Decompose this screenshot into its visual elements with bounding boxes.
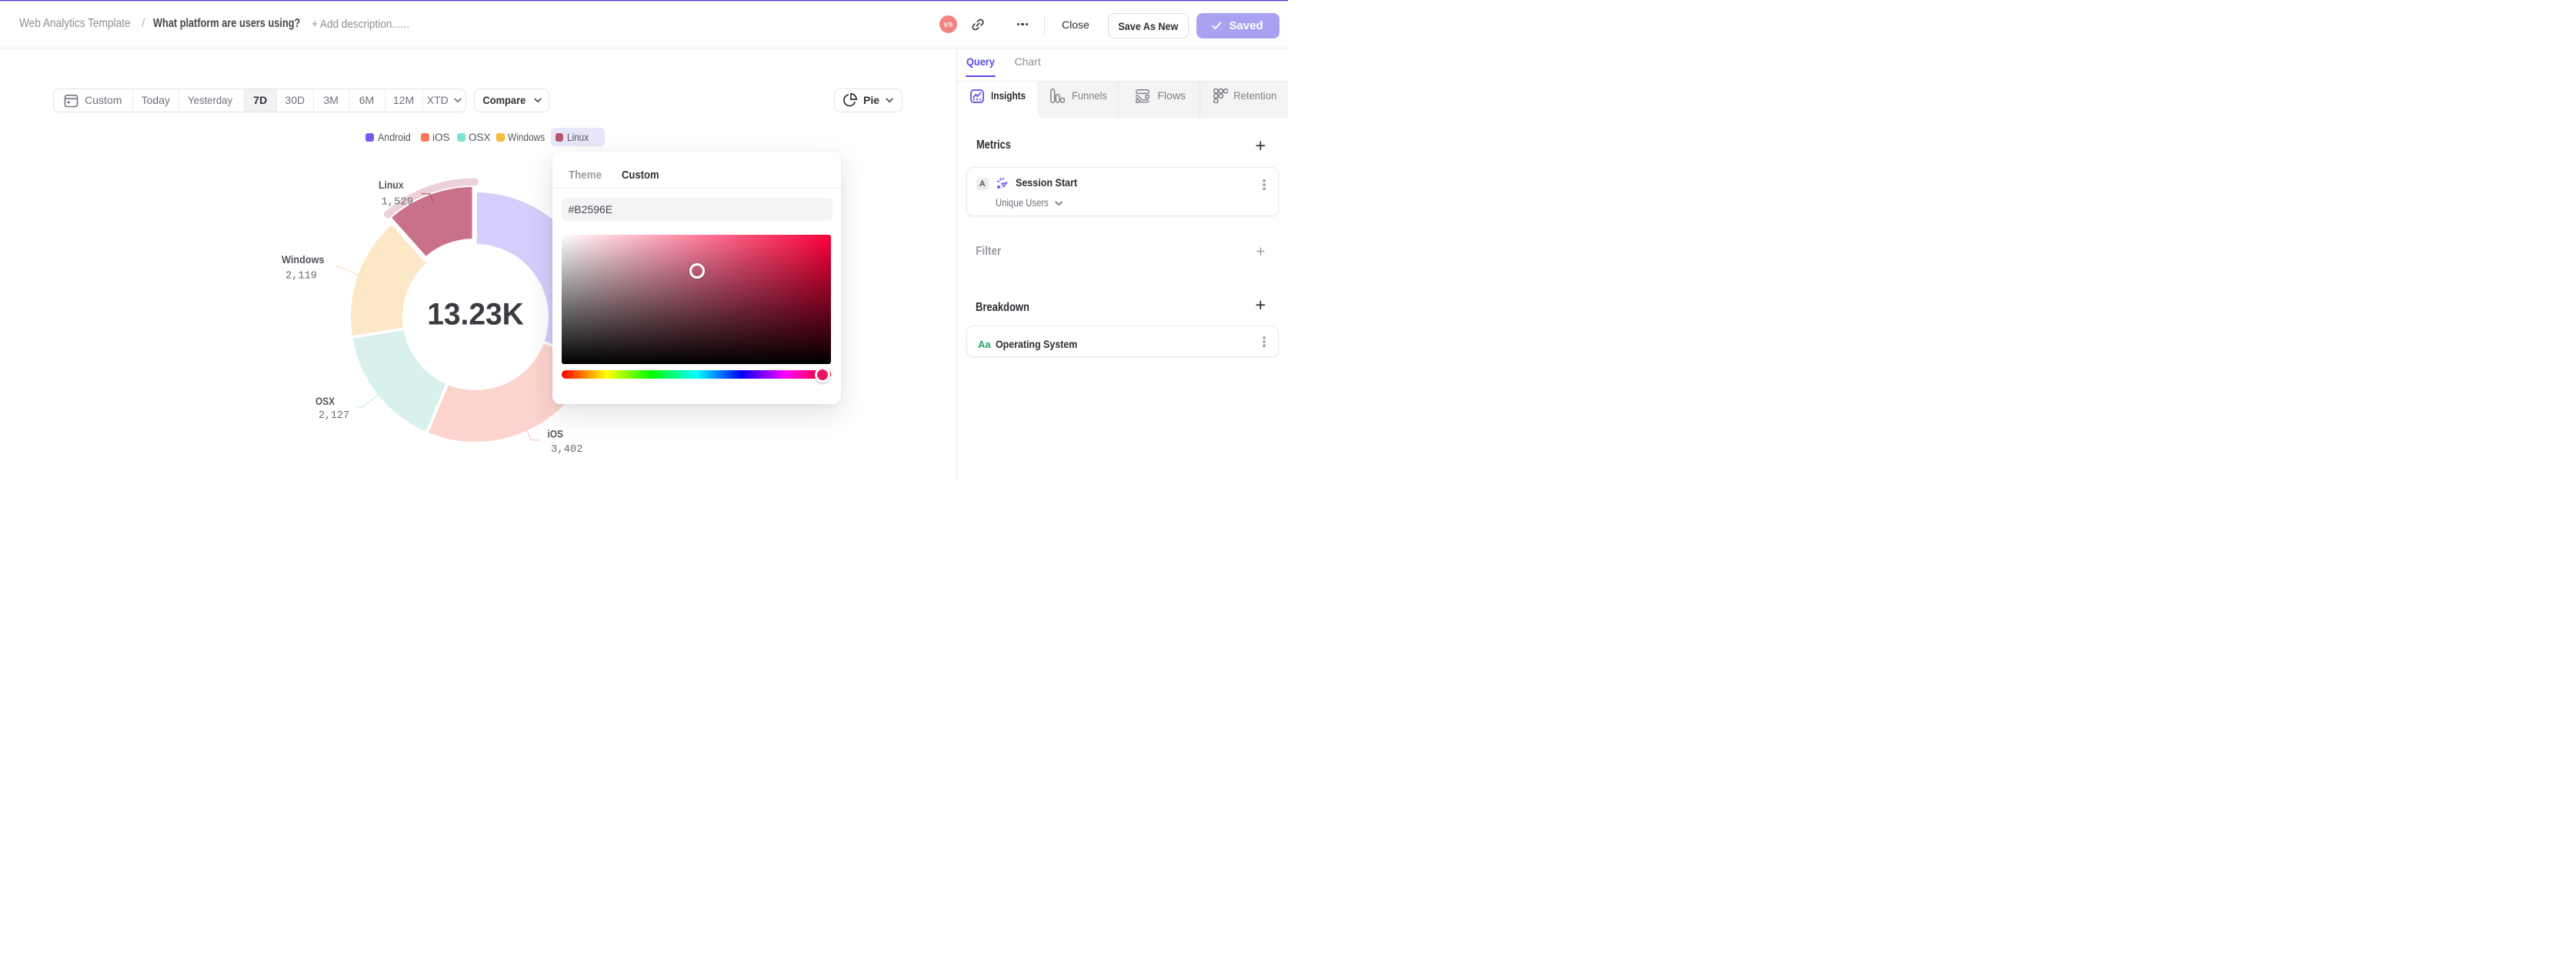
svg-text:13.23K: 13.23K (427, 298, 524, 332)
svg-text:iOS: iOS (548, 428, 564, 440)
svg-text:2,119: 2,119 (285, 270, 317, 282)
svg-text:1,529: 1,529 (382, 196, 414, 209)
svg-text:Windows: Windows (282, 253, 325, 266)
svg-text:2,127: 2,127 (319, 409, 349, 422)
svg-text:3,402: 3,402 (551, 443, 583, 456)
svg-text:Linux: Linux (379, 179, 404, 191)
svg-text:OSX: OSX (315, 395, 335, 407)
